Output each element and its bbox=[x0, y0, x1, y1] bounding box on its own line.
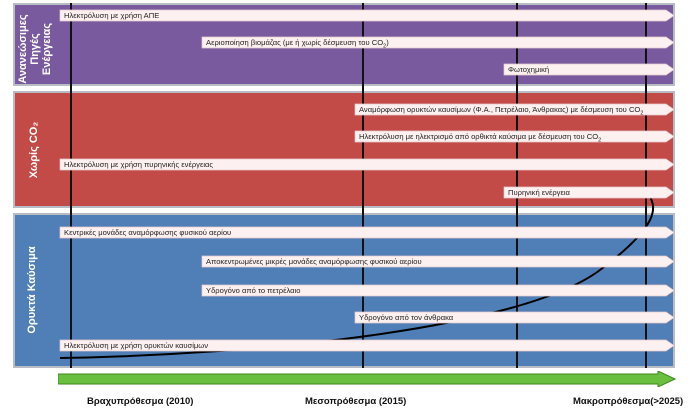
arrow-shape bbox=[201, 36, 675, 49]
arrow-shape bbox=[503, 63, 675, 76]
arrow-shape bbox=[59, 158, 675, 171]
arrow-shape bbox=[201, 255, 675, 268]
long-term-marker bbox=[645, 3, 647, 368]
timeline-short-term: Βραχυπρόθεσμα (2010) bbox=[87, 396, 194, 407]
route-label: Φωτοχημική bbox=[508, 65, 550, 74]
medium-term-marker bbox=[362, 3, 364, 368]
route-fossil-electricity-ccs: Ηλεκτρόλυση με ηλεκτρισμό από ορθικτά κα… bbox=[354, 130, 676, 144]
route-nuclear: Πυρηνική ενέργεια bbox=[503, 186, 676, 199]
route-photochemical: Φωτοχημική bbox=[503, 63, 676, 76]
arrow-shape bbox=[59, 339, 675, 352]
arrow-shape bbox=[503, 186, 675, 199]
route-fossil-reforming-ccs: Αναμόρφωση ορυκτών καυσίμων (Φ.Α., Πετρέ… bbox=[354, 103, 676, 117]
timeline-arrow bbox=[58, 371, 676, 387]
arrow-shape bbox=[354, 130, 675, 143]
route-label: Αεριοποίηση βιομάζας (με ή χωρίς δέσμευσ… bbox=[206, 38, 389, 50]
co2-free-band-label: Χωρίς CO₂ bbox=[28, 121, 40, 179]
arrow-shape bbox=[201, 284, 675, 297]
mid-long-marker bbox=[516, 3, 518, 368]
renewables-band-label: Ανανεώσιμες Πηγές Ενέργειας bbox=[17, 14, 53, 84]
route-label: Ηλεκτρόλυση με ηλεκτρισμό από ορθικτά κα… bbox=[359, 132, 602, 144]
timeline-medium-term: Μεσοπρόθεσμα (2015) bbox=[305, 396, 407, 407]
route-label: Ηλεκτρόλυση με χρήση ΑΠΕ bbox=[64, 11, 160, 20]
route-central-reforming: Κεντρικές μονάδες αναμόρφωσης φυσικού αε… bbox=[59, 226, 676, 239]
route-label: Ηλεκτρόλυση με χρήση πυρηνικής ενέργειας bbox=[64, 160, 214, 169]
route-label: Αποκεντρωμένες μικρές μονάδες αναμόρφωση… bbox=[206, 257, 422, 266]
route-label: Κεντρικές μονάδες αναμόρφωσης φυσικού αε… bbox=[64, 228, 232, 237]
route-biomass: Αεριοποίηση βιομάζας (με ή χωρίς δέσμευσ… bbox=[201, 36, 676, 50]
route-label: Αναμόρφωση ορυκτών καυσίμων (Φ.Α., Πετρέ… bbox=[359, 105, 644, 117]
fossil-band-label: Ορυκτά Καύσιμα bbox=[26, 246, 38, 334]
route-res-electrolysis: Ηλεκτρόλυση με χρήση ΑΠΕ bbox=[59, 9, 676, 22]
route-label: Πυρηνική ενέργεια bbox=[508, 188, 570, 197]
arrow-shape bbox=[59, 9, 675, 22]
route-label: Ηλεκτρόλυση με χρήση ορυκτών καυσίμων bbox=[64, 341, 209, 350]
arrow-shape bbox=[354, 103, 675, 116]
route-distributed-reforming: Αποκεντρωμένες μικρές μονάδες αναμόρφωση… bbox=[201, 255, 676, 268]
arrow-shape bbox=[59, 226, 675, 239]
timeline-long-term: Μακροπρόθεσμα(>2025) bbox=[573, 396, 684, 407]
route-from-coal: Υδρογόνο από τον άνθρακα bbox=[354, 311, 676, 324]
route-from-oil: Υδρογόνο από το πετρέλαιο bbox=[201, 284, 676, 297]
route-label: Υδρογόνο από το πετρέλαιο bbox=[206, 286, 301, 295]
route-fossil-electrolysis: Ηλεκτρόλυση με χρήση ορυκτών καυσίμων bbox=[59, 339, 676, 352]
short-term-marker bbox=[70, 3, 72, 368]
route-label: Υδρογόνο από τον άνθρακα bbox=[359, 313, 454, 322]
arrow-shape bbox=[354, 311, 675, 324]
route-nuclear-electrolysis: Ηλεκτρόλυση με χρήση πυρηνικής ενέργειας bbox=[59, 158, 676, 171]
